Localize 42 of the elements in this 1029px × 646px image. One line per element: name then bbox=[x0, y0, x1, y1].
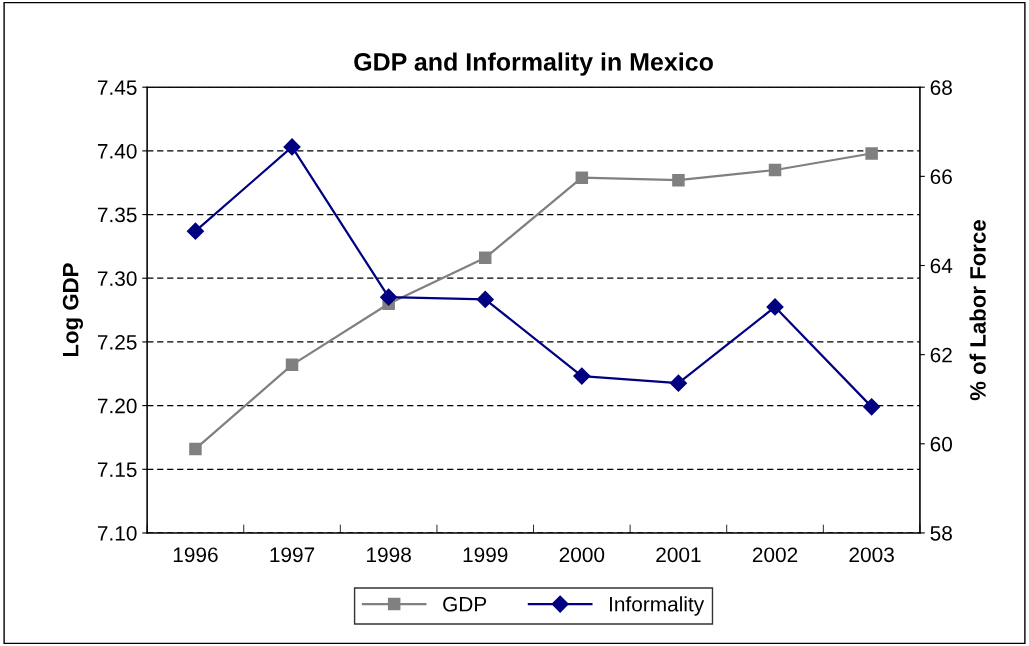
y2-axis-title: % of Labor Force bbox=[969, 220, 986, 401]
y-tick-label: 7.20 bbox=[97, 398, 137, 414]
point bbox=[863, 398, 881, 416]
point bbox=[380, 288, 398, 306]
point bbox=[285, 358, 299, 372]
y-tick-label: 7.35 bbox=[97, 207, 137, 223]
point bbox=[573, 367, 591, 385]
legend-label: GDP bbox=[443, 596, 487, 612]
point bbox=[476, 290, 494, 308]
chart-title: GDP and Informality in Mexico bbox=[354, 52, 713, 76]
legend-label: Informality bbox=[609, 596, 705, 616]
x-tick-label: 1997 bbox=[270, 547, 315, 563]
y2-tick-label: 68 bbox=[930, 80, 952, 95]
point bbox=[283, 138, 301, 156]
y-tick-label: 7.45 bbox=[97, 80, 137, 95]
x-tick-label: 2002 bbox=[752, 547, 798, 563]
y2-tick-label: 66 bbox=[930, 169, 952, 185]
x-tick-label: 2001 bbox=[656, 547, 701, 563]
point bbox=[766, 298, 784, 316]
point bbox=[669, 374, 687, 392]
y2-tick-label: 62 bbox=[930, 347, 952, 363]
y2-tick-label: 58 bbox=[930, 525, 952, 541]
x-tick-label: 2003 bbox=[849, 547, 894, 563]
y-axis-title: Log GDP bbox=[62, 263, 83, 357]
point bbox=[575, 171, 589, 184]
y-tick-label: 7.30 bbox=[97, 271, 137, 286]
point bbox=[189, 442, 202, 456]
point bbox=[865, 147, 878, 160]
y2-tick-label: 64 bbox=[930, 258, 953, 274]
x-tick-label: 1999 bbox=[463, 547, 508, 563]
point bbox=[672, 173, 685, 187]
point bbox=[186, 222, 204, 240]
y-tick-label: 7.25 bbox=[97, 334, 137, 350]
y-tick-label: 7.15 bbox=[97, 462, 137, 478]
x-tick-label: 1998 bbox=[367, 547, 411, 563]
point bbox=[478, 251, 492, 265]
y2-tick-label: 60 bbox=[930, 436, 953, 452]
y-tick-label: 7.40 bbox=[97, 143, 137, 159]
point bbox=[768, 163, 782, 177]
y-tick-label: 7.10 bbox=[97, 525, 137, 541]
x-tick-label: 1996 bbox=[173, 547, 218, 563]
x-tick-label: 2000 bbox=[559, 547, 605, 563]
